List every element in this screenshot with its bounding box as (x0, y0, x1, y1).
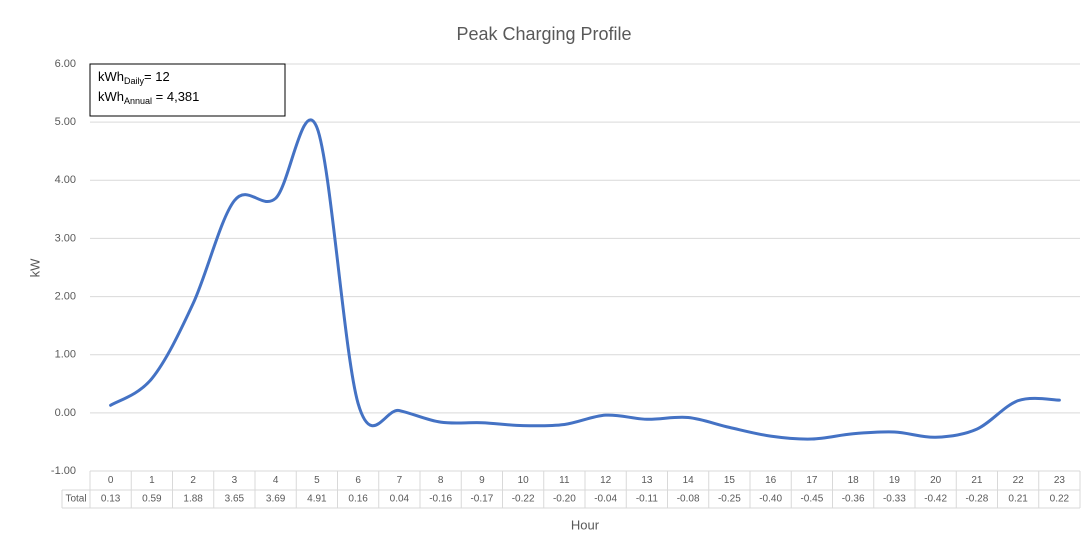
annotation-base: kWh (98, 69, 124, 84)
x-axis-label: Hour (571, 517, 600, 532)
x-tick-label: 21 (971, 475, 983, 486)
annotation-box (89, 63, 286, 117)
table-value: -0.40 (759, 494, 782, 505)
y-tick-label: 5.00 (55, 116, 76, 128)
x-tick-label: 9 (479, 475, 485, 486)
x-tick-label: 5 (314, 475, 320, 486)
table-value: 0.16 (348, 494, 368, 505)
table-value: -0.45 (800, 494, 823, 505)
x-tick-label: 12 (600, 475, 612, 486)
table-value: 0.59 (142, 494, 162, 505)
table-value: -0.42 (924, 494, 947, 505)
table-value: -0.16 (429, 494, 452, 505)
y-tick-label: 4.00 (55, 174, 76, 186)
x-tick-label: 1 (149, 475, 155, 486)
x-tick-label: 19 (889, 475, 901, 486)
y-axis-label: kW (27, 258, 42, 278)
table-value: 0.13 (101, 494, 121, 505)
annotation-sub: Annual (124, 96, 152, 106)
line-series (109, 118, 1061, 441)
table-value: -0.36 (842, 494, 865, 505)
annotation-base: kWh (98, 89, 124, 104)
table-value: 1.88 (183, 494, 203, 505)
x-tick-label: 11 (559, 475, 570, 486)
x-tick-label: 8 (438, 475, 444, 486)
table-value: -0.25 (718, 494, 741, 505)
x-tick-label: 3 (232, 475, 238, 486)
y-tick-label: 0.00 (55, 407, 76, 419)
table-value: -0.33 (883, 494, 906, 505)
table-value: -0.22 (512, 494, 535, 505)
x-tick-label: 2 (190, 475, 196, 486)
x-tick-label: 13 (641, 475, 653, 486)
chart-title: Peak Charging Profile (456, 24, 631, 44)
x-tick-label: 0 (108, 475, 114, 486)
table-value: 0.21 (1008, 494, 1028, 505)
table-value: -0.11 (636, 494, 658, 505)
annotation-sub: Daily (124, 76, 145, 86)
y-tick-label: 1.00 (55, 349, 76, 361)
table-value: -0.17 (470, 494, 493, 505)
x-tick-label: 20 (930, 475, 942, 486)
x-tick-label: 6 (355, 475, 361, 486)
table-value: 0.22 (1050, 494, 1070, 505)
x-tick-label: 14 (683, 475, 695, 486)
x-tick-label: 23 (1054, 475, 1066, 486)
table-value: 3.65 (225, 494, 245, 505)
x-tick-label: 22 (1013, 475, 1025, 486)
y-tick-label: 2.00 (55, 290, 76, 302)
table-row-label: Total (65, 494, 86, 505)
x-tick-label: 10 (518, 475, 530, 486)
annotation-text: = 12 (144, 69, 170, 84)
table-value: 0.04 (390, 494, 410, 505)
x-tick-label: 17 (806, 475, 818, 486)
table-value: -0.20 (553, 494, 576, 505)
table-value: 3.69 (266, 494, 286, 505)
x-tick-label: 7 (397, 475, 403, 486)
x-tick-label: 16 (765, 475, 777, 486)
annotation: kWhDaily= 12 (98, 69, 170, 86)
table-value: -0.04 (594, 494, 617, 505)
table-value: 4.91 (307, 494, 327, 505)
annotation-text: = 4,381 (152, 89, 199, 104)
table-value: -0.08 (677, 494, 700, 505)
y-tick-label: 6.00 (55, 58, 76, 70)
table-value: -0.28 (965, 494, 988, 505)
x-tick-label: 4 (273, 475, 279, 486)
x-tick-label: 15 (724, 475, 736, 486)
y-tick-label: -1.00 (51, 465, 76, 477)
y-tick-label: 3.00 (55, 232, 76, 244)
annotation: kWhAnnual = 4,381 (98, 89, 199, 106)
x-tick-label: 18 (848, 475, 860, 486)
